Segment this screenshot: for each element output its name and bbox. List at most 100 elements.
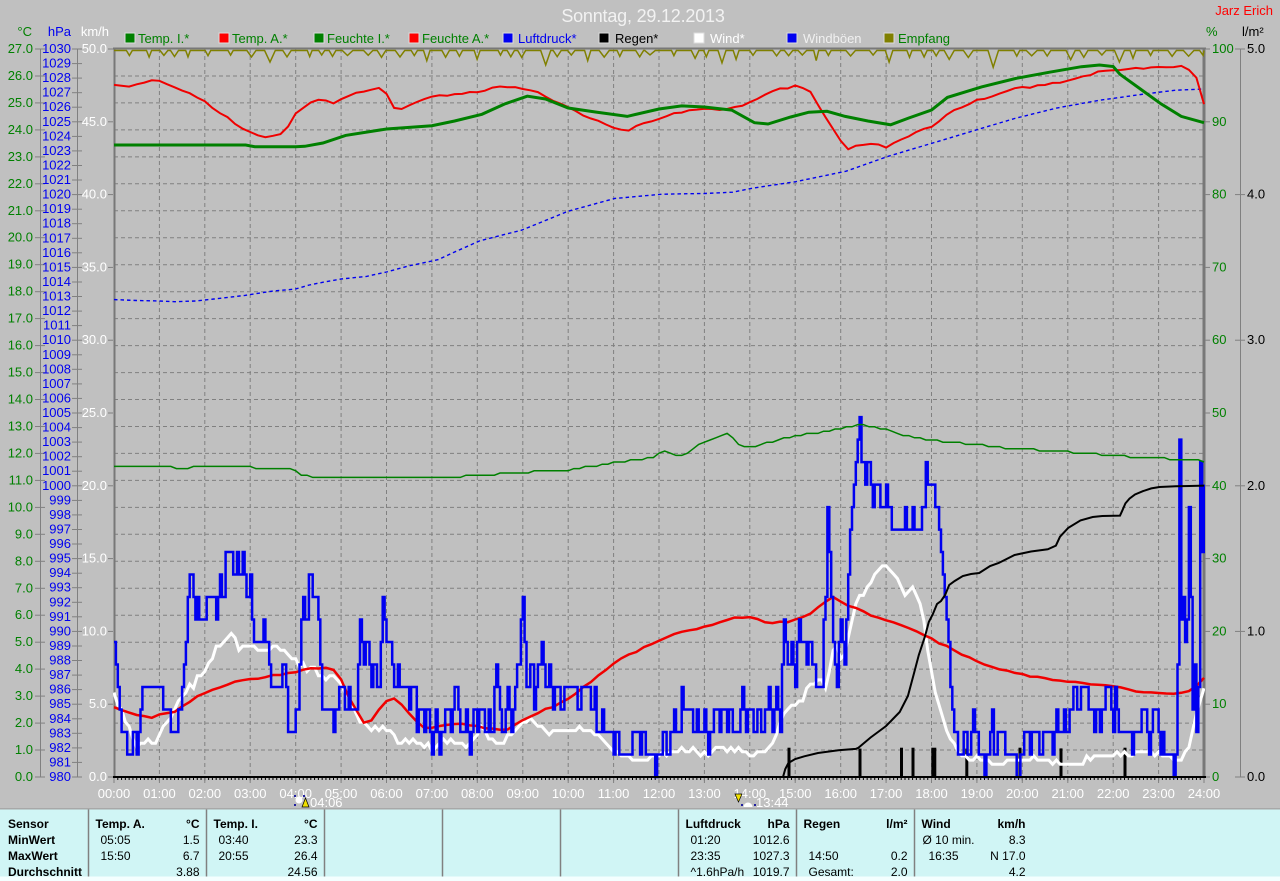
- svg-text:50.0: 50.0: [82, 41, 107, 56]
- svg-text:1008: 1008: [42, 361, 71, 376]
- svg-text:10:00: 10:00: [552, 786, 585, 801]
- svg-text:25.0: 25.0: [82, 405, 107, 420]
- svg-text:20:00: 20:00: [1006, 786, 1039, 801]
- svg-text:3.0: 3.0: [15, 688, 33, 703]
- svg-text:hPa: hPa: [48, 24, 72, 39]
- svg-text:1027.3: 1027.3: [753, 849, 790, 863]
- svg-text:26.0: 26.0: [8, 68, 33, 83]
- svg-text:01:20: 01:20: [691, 833, 721, 847]
- svg-text:13:44: 13:44: [756, 795, 789, 810]
- svg-text:1018: 1018: [42, 216, 71, 231]
- svg-text:1004: 1004: [42, 420, 71, 435]
- svg-text:60: 60: [1212, 332, 1226, 347]
- svg-text:100: 100: [1212, 41, 1234, 56]
- svg-text:18.0: 18.0: [8, 284, 33, 299]
- svg-text:l/m²: l/m²: [1242, 24, 1264, 39]
- svg-text:1.5: 1.5: [183, 833, 200, 847]
- svg-text:23.3: 23.3: [294, 833, 318, 847]
- svg-text:12.0: 12.0: [8, 445, 33, 460]
- svg-text:1000: 1000: [42, 478, 71, 493]
- svg-text:05:05: 05:05: [101, 833, 131, 847]
- svg-text:Luftdruck*: Luftdruck*: [518, 31, 577, 46]
- svg-text:5.0: 5.0: [15, 634, 33, 649]
- svg-text:985: 985: [49, 696, 71, 711]
- svg-text:1029: 1029: [42, 56, 71, 71]
- svg-text:02:00: 02:00: [189, 786, 222, 801]
- svg-text:1025: 1025: [42, 114, 71, 129]
- svg-text:5.0: 5.0: [1247, 41, 1265, 56]
- svg-text:Temp. A.*: Temp. A.*: [232, 31, 288, 46]
- svg-text:05:00: 05:00: [325, 786, 358, 801]
- svg-text:1019: 1019: [42, 201, 71, 216]
- svg-text:21:00: 21:00: [1051, 786, 1084, 801]
- svg-text:15:50: 15:50: [101, 849, 131, 863]
- svg-text:hPa: hPa: [767, 817, 789, 831]
- svg-text:9.0: 9.0: [15, 526, 33, 541]
- svg-text:00:00: 00:00: [98, 786, 131, 801]
- svg-text:km/h: km/h: [997, 817, 1025, 831]
- svg-text:997: 997: [49, 521, 71, 536]
- svg-text:24.56: 24.56: [287, 865, 317, 879]
- svg-text:988: 988: [49, 653, 71, 668]
- svg-text:09:00: 09:00: [506, 786, 539, 801]
- svg-text:1007: 1007: [42, 376, 71, 391]
- svg-text:10: 10: [1212, 696, 1226, 711]
- svg-text:MaxWert: MaxWert: [8, 849, 58, 863]
- svg-text:994: 994: [49, 565, 71, 580]
- svg-text:24.0: 24.0: [8, 122, 33, 137]
- svg-text:23:00: 23:00: [1142, 786, 1175, 801]
- svg-text:2.0: 2.0: [1247, 478, 1265, 493]
- svg-text:50: 50: [1212, 405, 1226, 420]
- svg-text:70: 70: [1212, 259, 1226, 274]
- svg-text:984: 984: [49, 711, 71, 726]
- svg-text:0.0: 0.0: [89, 769, 107, 784]
- svg-text:4.0: 4.0: [15, 661, 33, 676]
- svg-text:1005: 1005: [42, 405, 71, 420]
- svg-text:995: 995: [49, 551, 71, 566]
- svg-text:5.0: 5.0: [89, 696, 107, 711]
- svg-text:16:35: 16:35: [929, 849, 959, 863]
- svg-text:23:35: 23:35: [691, 849, 721, 863]
- svg-text:Sensor: Sensor: [8, 817, 49, 831]
- svg-text:16.0: 16.0: [8, 338, 33, 353]
- svg-text:1017: 1017: [42, 230, 71, 245]
- svg-text:06:00: 06:00: [370, 786, 403, 801]
- svg-text:03:00: 03:00: [234, 786, 267, 801]
- svg-text:11.0: 11.0: [9, 472, 33, 487]
- svg-text:16:00: 16:00: [824, 786, 857, 801]
- svg-text:°C: °C: [304, 817, 318, 831]
- svg-text:Temp. I.*: Temp. I.*: [138, 31, 189, 46]
- svg-text:991: 991: [49, 609, 71, 624]
- svg-text:14:00: 14:00: [734, 786, 767, 801]
- svg-text:15.0: 15.0: [82, 551, 107, 566]
- svg-text:8.3: 8.3: [1009, 833, 1026, 847]
- svg-text:Regen*: Regen*: [615, 31, 658, 46]
- svg-text:989: 989: [49, 638, 71, 653]
- svg-text:30: 30: [1212, 551, 1226, 566]
- svg-text:10.0: 10.0: [82, 623, 107, 638]
- svg-text:°C: °C: [186, 817, 200, 831]
- svg-text:19.0: 19.0: [8, 257, 33, 272]
- svg-text:1020: 1020: [42, 187, 71, 202]
- svg-text:25.0: 25.0: [8, 95, 33, 110]
- svg-text:14.0: 14.0: [8, 392, 33, 407]
- svg-text:04:06: 04:06: [310, 795, 343, 810]
- svg-text:1001: 1001: [42, 463, 71, 478]
- svg-text:18:00: 18:00: [915, 786, 948, 801]
- svg-text:1021: 1021: [42, 172, 71, 187]
- svg-text:4.2: 4.2: [1009, 865, 1026, 879]
- svg-text:1010: 1010: [42, 332, 71, 347]
- svg-text:0.0: 0.0: [1247, 769, 1265, 784]
- svg-text:3.88: 3.88: [176, 865, 200, 879]
- svg-text:6.7: 6.7: [183, 849, 200, 863]
- svg-text:999: 999: [49, 492, 71, 507]
- svg-text:1.0: 1.0: [1247, 623, 1265, 638]
- svg-text:990: 990: [49, 623, 71, 638]
- svg-text:23.0: 23.0: [8, 149, 33, 164]
- svg-text:998: 998: [49, 507, 71, 522]
- svg-text:0.2: 0.2: [891, 849, 908, 863]
- svg-text:13.0: 13.0: [8, 418, 33, 433]
- svg-text:17:00: 17:00: [870, 786, 903, 801]
- svg-text:Ø 10 min.: Ø 10 min.: [923, 833, 975, 847]
- svg-text:01:00: 01:00: [143, 786, 176, 801]
